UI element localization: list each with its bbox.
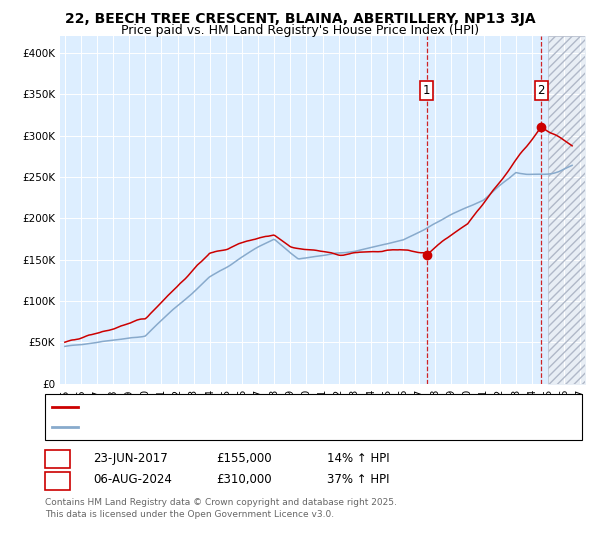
Text: 23-JUN-2017: 23-JUN-2017 — [93, 451, 168, 465]
Text: £310,000: £310,000 — [216, 473, 272, 487]
Text: 22, BEECH TREE CRESCENT, BLAINA, ABERTILLERY, NP13 3JA (detached house): 22, BEECH TREE CRESCENT, BLAINA, ABERTIL… — [82, 402, 523, 412]
Text: 37% ↑ HPI: 37% ↑ HPI — [327, 473, 389, 487]
Text: 2: 2 — [538, 83, 545, 97]
Text: 22, BEECH TREE CRESCENT, BLAINA, ABERTILLERY, NP13 3JA: 22, BEECH TREE CRESCENT, BLAINA, ABERTIL… — [65, 12, 535, 26]
Text: HPI: Average price, detached house, Blaenau Gwent: HPI: Average price, detached house, Blae… — [82, 422, 374, 432]
Text: Price paid vs. HM Land Registry's House Price Index (HPI): Price paid vs. HM Land Registry's House … — [121, 24, 479, 37]
Text: 2: 2 — [54, 473, 61, 487]
Text: Contains HM Land Registry data © Crown copyright and database right 2025.
This d: Contains HM Land Registry data © Crown c… — [45, 498, 397, 519]
Text: 1: 1 — [423, 83, 430, 97]
Text: 06-AUG-2024: 06-AUG-2024 — [93, 473, 172, 487]
Text: 1: 1 — [54, 451, 61, 465]
Text: £155,000: £155,000 — [216, 451, 272, 465]
Text: 14% ↑ HPI: 14% ↑ HPI — [327, 451, 389, 465]
